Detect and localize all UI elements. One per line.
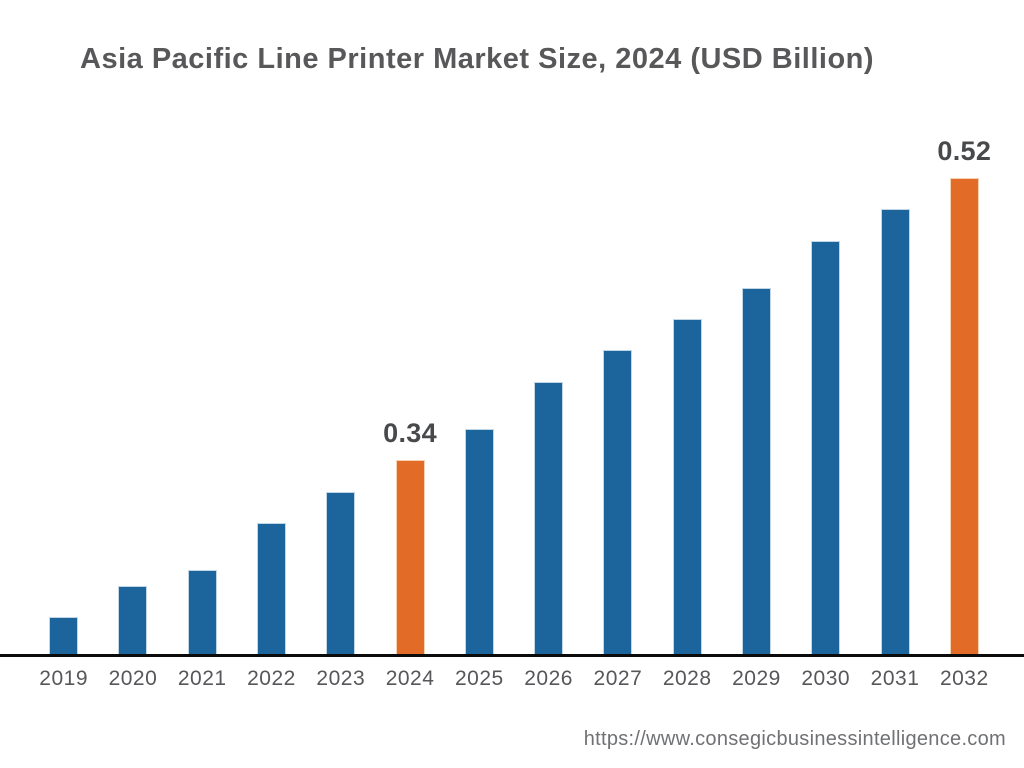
- bar-column-2028: [653, 100, 722, 655]
- bar-column-2024: 0.34: [375, 100, 444, 655]
- bar-value-label-2032: 0.52: [937, 136, 992, 166]
- bar-2019: [49, 617, 79, 655]
- bar-2025: [464, 429, 494, 655]
- plot-area: 0.34 0.52: [29, 100, 999, 655]
- bar-column-2030: [791, 100, 860, 655]
- x-tick-label-2024: 2024: [385, 667, 435, 690]
- bar-2026: [534, 382, 564, 655]
- x-tick-label-2030: 2030: [801, 667, 851, 690]
- x-tick-label-2023: 2023: [316, 667, 366, 690]
- bar-column-2020: [98, 100, 167, 655]
- x-tick-label-2025: 2025: [454, 667, 504, 690]
- x-tick-label-2027: 2027: [593, 667, 643, 690]
- x-tick-label-2032: 2032: [939, 667, 989, 690]
- x-tick-label-2019: 2019: [39, 667, 88, 690]
- bar-column-2021: [168, 100, 237, 655]
- x-tick-label-2031: 2031: [870, 667, 920, 690]
- bar-2030: [811, 241, 841, 655]
- x-tick-label-2022: 2022: [247, 667, 296, 690]
- x-axis-line: [0, 654, 1024, 657]
- x-tick-label-2026: 2026: [524, 667, 573, 690]
- bar-value-label-2024: 0.34: [383, 418, 437, 448]
- bar-2032: [949, 178, 979, 655]
- bar-2021: [187, 570, 217, 655]
- x-tick-label-2021: 2021: [177, 667, 227, 690]
- x-tick-label-2028: 2028: [662, 667, 712, 690]
- bar-column-2032: 0.52: [930, 100, 999, 655]
- bar-column-2025: [445, 100, 514, 655]
- bar-2028: [672, 319, 702, 655]
- x-axis-ticks: 2019 2020 2021 2022 2023 2024 2025 2026 2027 2028…: [29, 667, 999, 691]
- bar-2031: [880, 209, 910, 655]
- bar-2023: [326, 492, 356, 655]
- source-url: https://www.consegicbusinessintelligence…: [583, 728, 1006, 750]
- bar-2022: [256, 523, 286, 655]
- x-tick-label-2020: 2020: [108, 667, 158, 690]
- chart-title: Asia Pacific Line Printer Market Size, 2…: [80, 43, 875, 75]
- bar-2024: [395, 460, 425, 655]
- bar-column-2027: [583, 100, 652, 655]
- bar-column-2031: [860, 100, 929, 655]
- bar-column-2022: [237, 100, 306, 655]
- bar-column-2026: [514, 100, 583, 655]
- bar-column-2029: [722, 100, 791, 655]
- bar-column-2019: [29, 100, 98, 655]
- bar-2020: [118, 586, 148, 655]
- bar-2027: [603, 350, 633, 655]
- bar-column-2023: [306, 100, 375, 655]
- x-tick-label-2029: 2029: [732, 667, 781, 690]
- bar-2029: [741, 288, 771, 655]
